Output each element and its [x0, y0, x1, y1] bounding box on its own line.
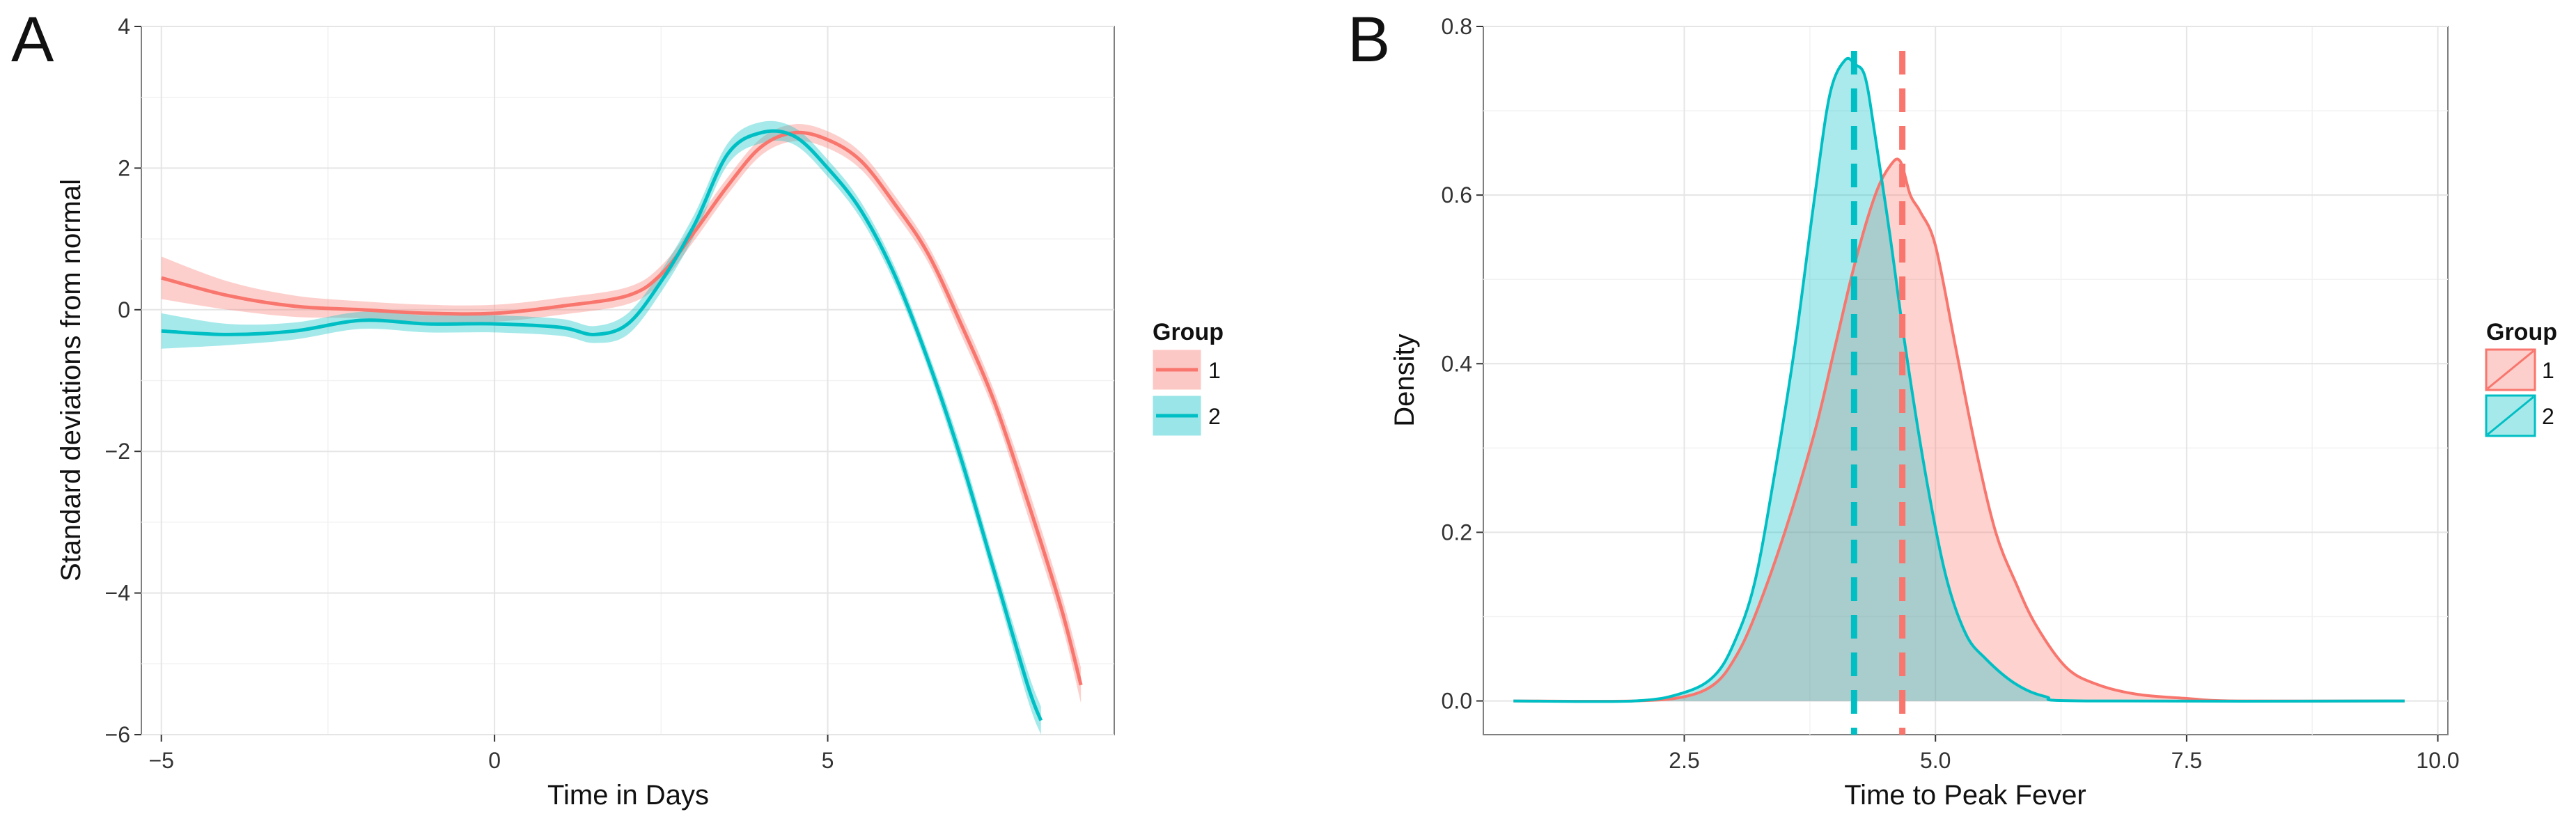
panel-b-density-line-group-1 [1513, 157, 2405, 703]
panel-b-x-tick-label: 10.0 [2416, 748, 2459, 773]
panel-a-legend-label-2: 2 [1208, 404, 1221, 429]
panel-a-y-axis-title: Standard deviations from normal [56, 179, 86, 581]
panel-b-y-tick-label: 0.4 [1442, 351, 1472, 376]
panel-b-axes: 2.5 5.0 7.5 10.0 0.0 0.2 0.4 0.6 0.8 [1442, 14, 2460, 773]
panel-a-legend-key-1 [1152, 349, 1202, 391]
panel-b-legend-key-1 [2485, 348, 2536, 391]
panel-a-y-tick-label: −2 [105, 439, 130, 464]
panel-b-density-line-group-2 [1513, 56, 2405, 703]
panel-b-y-tick-label: 0.2 [1442, 519, 1472, 545]
panel-b-legend-label-2: 2 [2542, 404, 2554, 429]
panel-a-y-tick-label: 0 [118, 297, 130, 322]
panel-a-y-tick-label: −6 [105, 722, 130, 747]
panel-b-x-tick-label: 5.0 [1920, 748, 1951, 773]
panel-a-letter: A [11, 4, 54, 75]
panel-a-legend-label-1: 1 [1208, 358, 1221, 383]
panel-b-legend: Group 1 2 [2485, 319, 2557, 437]
panel-b-letter: B [1348, 4, 1390, 75]
panel-a-y-tick-label: −4 [105, 581, 130, 606]
panel-a-lines [161, 129, 1083, 721]
panel-b-mean-lines [1850, 51, 1906, 735]
panel-a-y-tick-label: 4 [118, 14, 130, 39]
panel-b-x-tick-label: 7.5 [2171, 748, 2202, 773]
panel-b-density-fill-group-1 [1513, 159, 2405, 702]
panel-a-x-axis-title: Time in Days [547, 780, 709, 811]
panel-b-x-tick-label: 2.5 [1669, 748, 1699, 773]
panel-b-x-axis-title: Time to Peak Fever [1844, 780, 2086, 811]
panel-a-axes: −5 0 5 −6 −4 −2 0 2 4 [105, 14, 834, 773]
panel-a-legend-key-2 [1152, 395, 1202, 437]
panel-a-y-tick-label: 2 [118, 155, 130, 180]
panel-b-density-areas [1513, 56, 2405, 703]
panel-a: A −5 0 5 −6 −4 −2 0 2 4 Time in Days Standard de… [11, 4, 1224, 811]
panel-a-gridlines [141, 26, 1114, 735]
panel-b-legend-label-1: 1 [2542, 358, 2554, 383]
panel-a-legend: Group 1 2 [1152, 319, 1224, 437]
panel-b-legend-title: Group [2486, 319, 2557, 345]
panel-b-legend-key-2 [2485, 394, 2536, 437]
panel-b: B 2.5 5.0 7.5 10.0 0.0 0.2 0.4 0.6 0.8 Time to P… [1348, 4, 2557, 811]
panel-a-legend-title: Group [1153, 319, 1224, 345]
panel-a-x-tick-label: 5 [822, 748, 834, 773]
panel-b-y-tick-label: 0.0 [1442, 689, 1472, 714]
panel-a-line-group-2 [161, 129, 1043, 721]
panel-a-x-tick-label: 0 [488, 748, 501, 773]
panel-b-y-tick-label: 0.8 [1442, 14, 1472, 39]
panel-a-line-group-1 [161, 130, 1083, 686]
panel-b-y-tick-label: 0.6 [1442, 182, 1472, 208]
panel-a-x-tick-label: −5 [148, 748, 173, 773]
panel-b-y-axis-title: Density [1389, 334, 1420, 426]
